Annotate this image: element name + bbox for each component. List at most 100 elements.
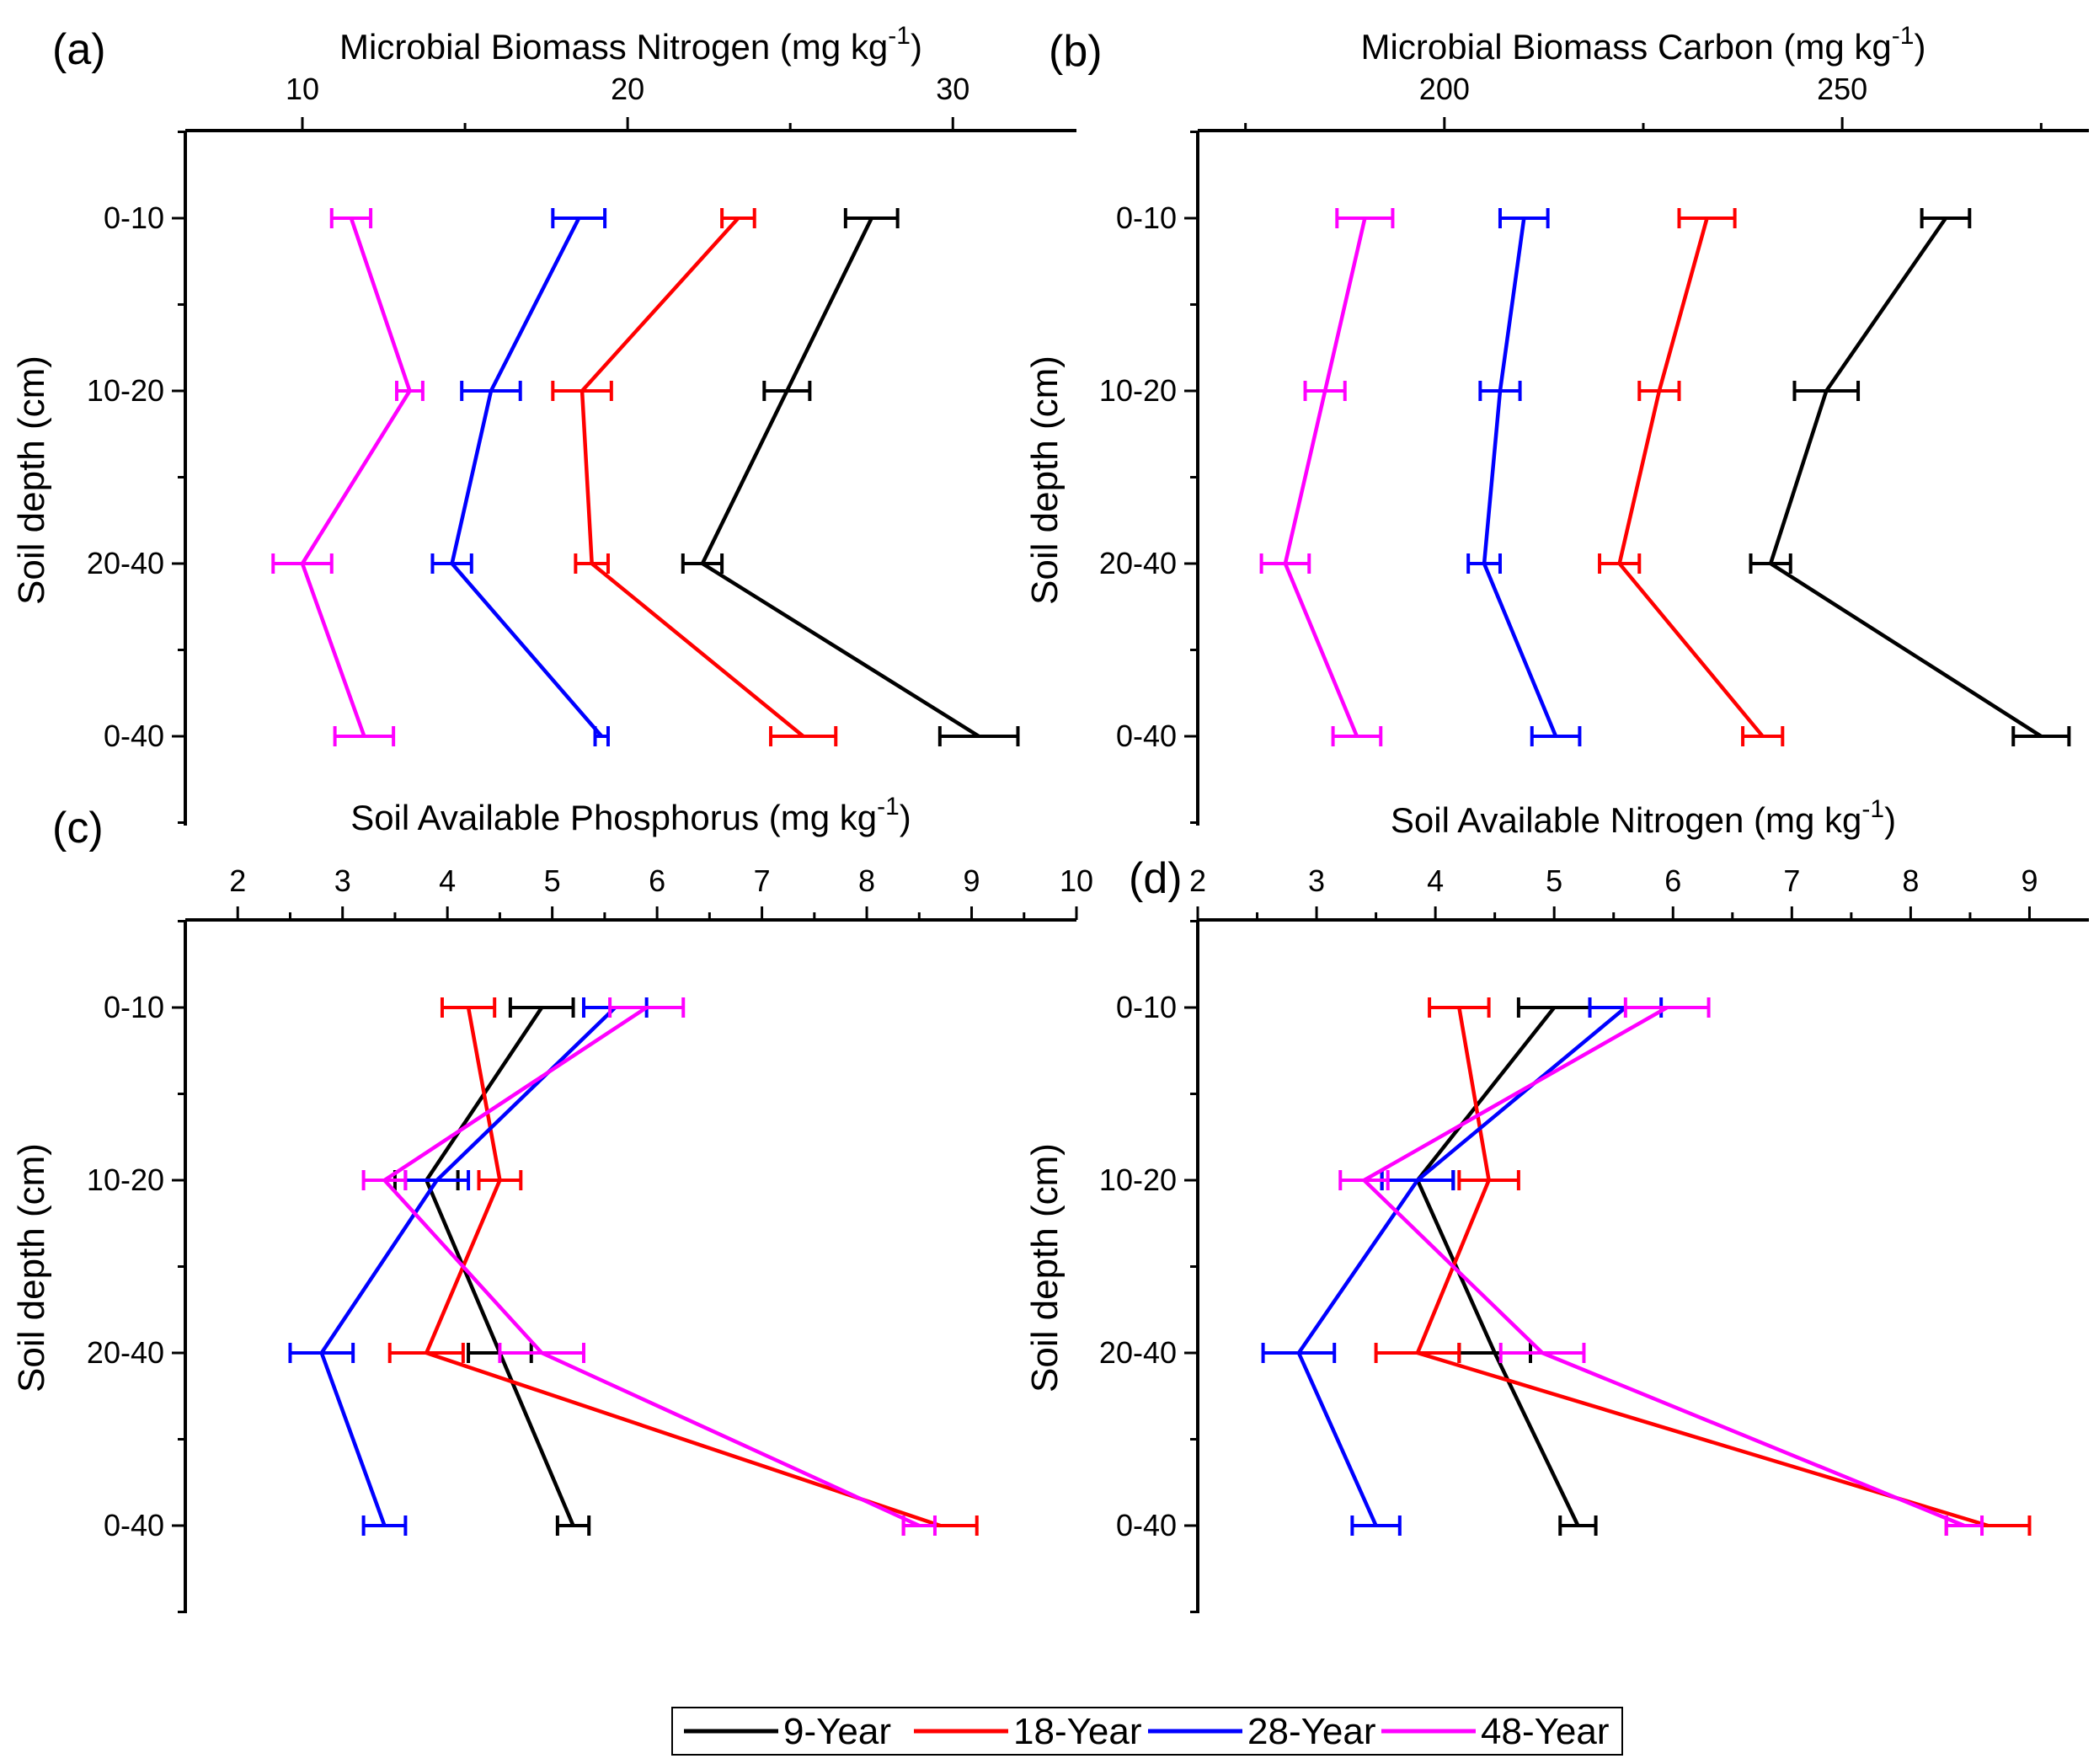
data-point [938, 1524, 942, 1527]
series-line [425, 1007, 941, 1528]
data-point [736, 216, 740, 220]
y-axis-label: Soil depth (cm) [11, 355, 52, 605]
series-line [700, 217, 980, 738]
y-axis-label: Soil depth (cm) [11, 1143, 52, 1392]
series-line [1482, 217, 1558, 737]
y-tick-label: 0-10 [1116, 200, 1177, 235]
chart-title-main: Soil Available Nitrogen (mg kg [1391, 800, 1862, 840]
chart-title-close: ) [900, 798, 911, 837]
data-point [301, 562, 304, 565]
y-axis-label: Soil depth (cm) [1024, 355, 1066, 605]
chart-panel-3: 2 3 4 5 6 7 8 9 10 0-10 10-20 20-40 0-40 Soil Availab… [11, 793, 1093, 1613]
panel-label: (a) [52, 25, 106, 74]
x-tick-label: 30 [936, 72, 969, 106]
chart-title-main: Microbial Biomass Carbon (mg kg [1361, 27, 1892, 67]
series-28-Year [1466, 208, 1582, 746]
data-point [1362, 1179, 1365, 1182]
x-tick-label: 5 [544, 863, 561, 898]
series-18-Year [551, 208, 838, 746]
y-axis-label: Soil depth (cm) [1024, 1143, 1066, 1392]
x-tick-label: 4 [1427, 863, 1444, 898]
data-point [977, 735, 980, 738]
chart-title-close: ) [1914, 27, 1925, 67]
series-line [1362, 1006, 1965, 1528]
data-point [408, 389, 411, 393]
chart-title-main: Soil Available Phosphorus (mg kg [350, 798, 877, 837]
chart-title-close: ) [911, 27, 922, 67]
panel-label: (c) [52, 804, 104, 853]
y-tick-label: 20-40 [1099, 546, 1177, 580]
data-point [1375, 1524, 1378, 1527]
x-tick-label: 7 [754, 863, 771, 898]
data-point [1487, 1179, 1491, 1182]
data-point [1761, 735, 1765, 738]
series-18-Year [1374, 997, 2032, 1536]
series-9-Year [1380, 997, 1598, 1536]
series-line [1415, 1006, 1580, 1526]
x-tick-label: 8 [1902, 863, 1919, 898]
data-point [1576, 1524, 1579, 1527]
series-line [1768, 216, 2043, 738]
data-point [1658, 389, 1661, 393]
y-tick-label: 0-10 [1116, 990, 1177, 1024]
data-point [645, 1006, 649, 1009]
y-tick-label: 20-40 [87, 546, 164, 580]
legend-label: 48-Year [1481, 1711, 1610, 1752]
chart-title-superscript: -1 [877, 793, 900, 821]
series-line [319, 1006, 617, 1526]
series-9-Year [1749, 208, 2071, 746]
x-tick-label: 250 [1817, 72, 1867, 106]
panel-label: (d) [1129, 854, 1183, 903]
chart-panel-1: 10 20 30 0-10 10-20 20-40 0-40 Microbial Biomas… [11, 22, 1076, 826]
legend: 9-Year 18-Year 28-Year 48-Year [671, 1707, 1623, 1756]
series-18-Year [387, 997, 979, 1536]
series-9-Year [681, 208, 1020, 746]
chart-title-close: ) [1884, 800, 1896, 840]
x-tick-label: 20 [611, 72, 644, 106]
y-tick-label: 10-20 [1099, 1163, 1177, 1197]
chart-title: Soil Available Phosphorus (mg kg-1) [350, 793, 911, 837]
y-tick-label: 10-20 [87, 1163, 164, 1197]
series-line [1296, 1006, 1627, 1526]
chart-title: Microbial Biomass Nitrogen (mg kg-1) [339, 22, 922, 67]
series-9-Year [393, 997, 591, 1536]
data-point [1284, 562, 1287, 565]
series-28-Year [1261, 997, 1664, 1536]
data-point [320, 1351, 323, 1355]
y-tick-label: 20-40 [1099, 1335, 1177, 1370]
chart-panel-2: 200 250 0-10 10-20 20-40 0-40 Microbial Biomas… [1024, 22, 2089, 826]
chart-title-superscript: -1 [1861, 795, 1884, 823]
data-point [1944, 216, 1947, 220]
data-point [489, 389, 493, 393]
data-point [802, 735, 805, 738]
series-48-Year [271, 208, 425, 746]
series-48-Year [1338, 997, 1984, 1536]
y-tick-label: 0-40 [104, 719, 164, 753]
x-tick-label: 5 [1546, 863, 1562, 898]
series-line [579, 216, 805, 738]
y-tick-label: 0-40 [1116, 1508, 1177, 1542]
x-tick-label: 3 [1308, 863, 1325, 898]
data-point [572, 1524, 575, 1527]
series-line [450, 216, 603, 738]
data-point [540, 1006, 543, 1009]
data-point [2039, 735, 2043, 738]
data-point [1986, 1524, 1990, 1527]
x-tick-label: 8 [858, 863, 875, 898]
data-point [1824, 389, 1828, 393]
data-point [425, 1351, 428, 1355]
series-line [382, 1006, 921, 1528]
data-point [1963, 1524, 1966, 1527]
data-point [701, 562, 704, 565]
data-point [1552, 1006, 1556, 1009]
data-point [1665, 1006, 1669, 1009]
data-point [580, 389, 584, 393]
data-point [1554, 735, 1557, 738]
data-point [467, 1006, 470, 1009]
data-point [917, 1524, 921, 1527]
data-point [1618, 562, 1621, 565]
data-point [590, 562, 594, 565]
data-point [1493, 1351, 1497, 1355]
panel-label: (b) [1049, 27, 1103, 76]
